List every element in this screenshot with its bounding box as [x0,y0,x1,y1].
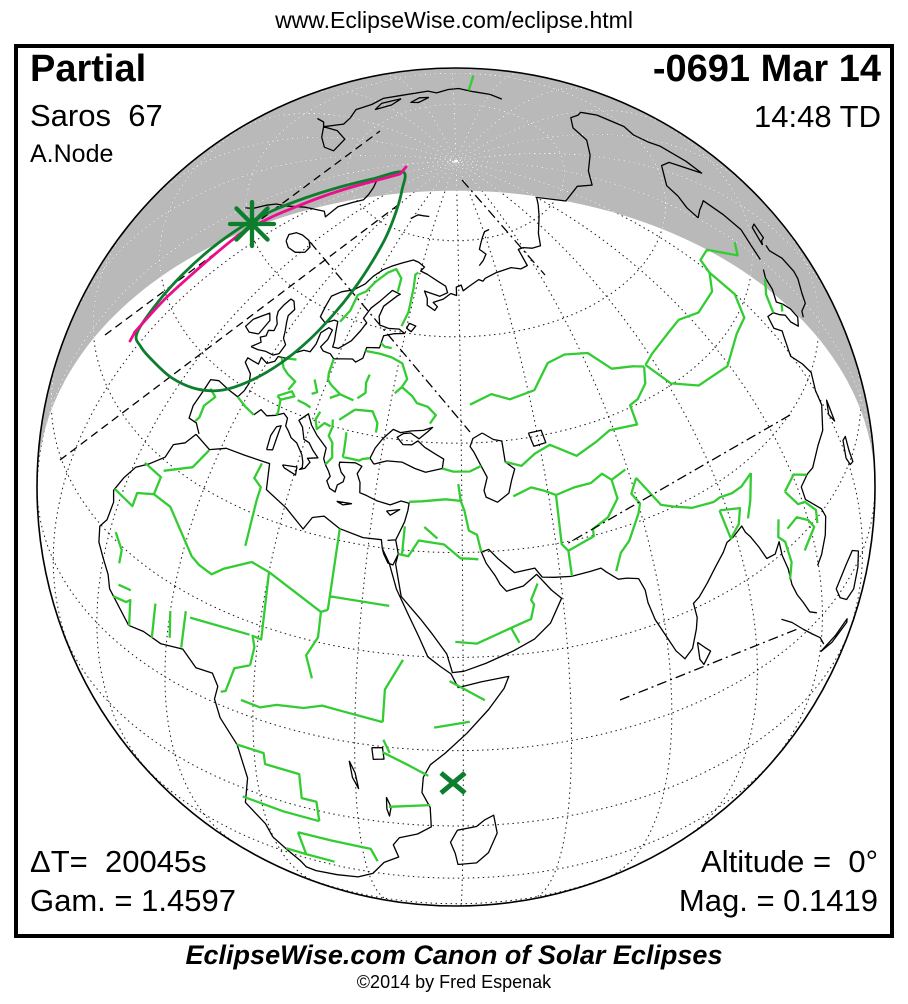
sunrise-sunset-limit-line [619,627,801,701]
country-borders [112,75,819,863]
date-label: -0691 Mar 14 [652,48,881,90]
subsolar-x-marker [439,771,467,795]
magnitude-label: Mag. = 0.1419 [678,883,878,918]
sunrise-sunset-limit-line [564,414,791,546]
header-url[interactable]: www.EclipseWise.com/eclipse.html [275,7,633,33]
altitude-label: Altitude = 0° [701,844,878,879]
time-label: 14:48 TD [754,99,881,134]
greatest-eclipse-asterisk-marker [227,199,277,249]
sunrise-sunset-limit-line [461,179,546,276]
graticule-night [37,68,875,487]
node-label: A.Node [30,140,114,168]
footer-title: EclipseWise.com Canon of Solar Eclipses [185,940,723,970]
gamma-label: Gam. = 1.4597 [30,883,236,918]
sunrise-sunset-limit-line [59,201,403,461]
sunrise-sunset-limit-line [309,241,471,433]
night-shadow-region [37,68,875,487]
coastlines [98,87,860,878]
map-frame [14,44,894,938]
footer-copyright: ©2014 by Fred Espenak [356,972,552,992]
rise-set-curve-ends [128,165,408,343]
delta-t-label: ΔT= 20045s [30,844,207,879]
globe-limb [36,67,876,907]
eclipse-type-label: Partial [30,48,147,90]
saros-label: Saros 67 [30,98,163,133]
